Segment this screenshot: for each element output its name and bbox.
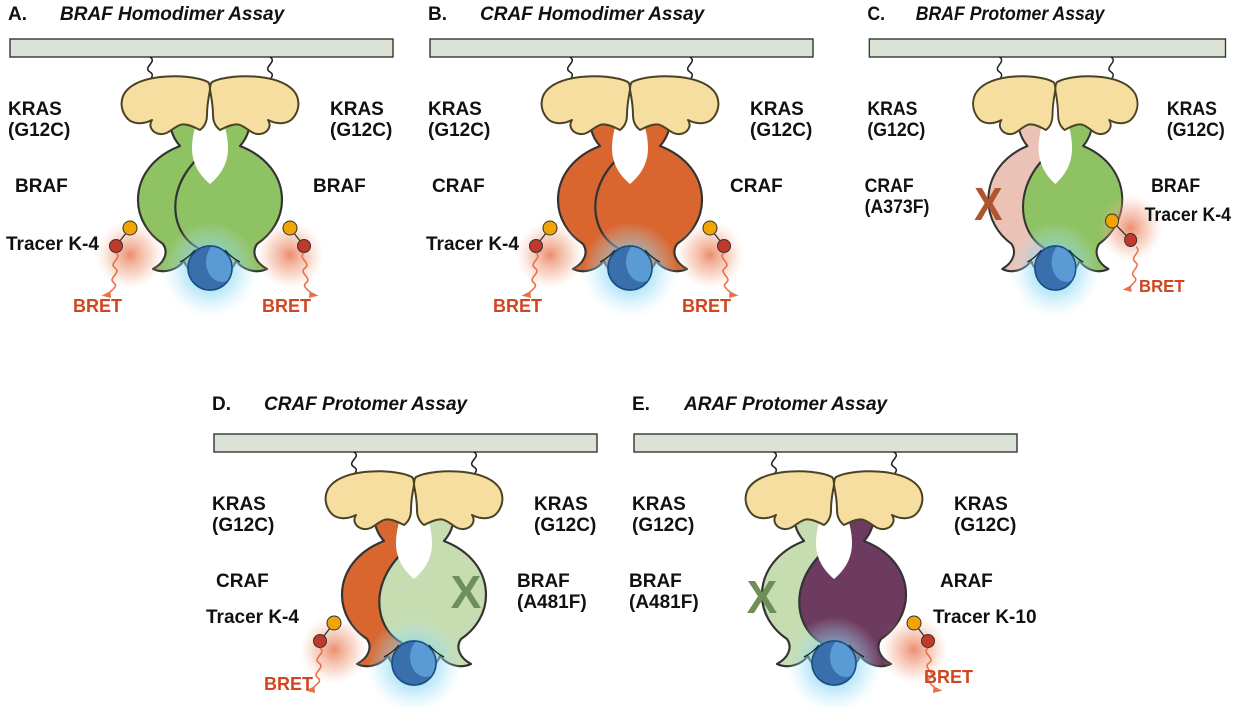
svg-text:BRET: BRET <box>682 296 731 316</box>
svg-text:BRET: BRET <box>264 674 313 694</box>
svg-text:KRAS: KRAS <box>330 99 384 120</box>
svg-text:C.: C. <box>867 2 885 24</box>
svg-text:KRAS: KRAS <box>954 494 1008 515</box>
svg-text:(G12C): (G12C) <box>867 118 925 140</box>
svg-text:CRAF Protomer Assay: CRAF Protomer Assay <box>264 394 469 415</box>
svg-text:A.: A. <box>8 4 27 25</box>
svg-text:BRAF: BRAF <box>517 571 570 592</box>
svg-text:X: X <box>747 571 778 623</box>
svg-text:(G12C): (G12C) <box>954 515 1016 536</box>
svg-text:Tracer K-4: Tracer K-4 <box>6 234 99 255</box>
svg-text:CRAF Homodimer Assay: CRAF Homodimer Assay <box>480 4 706 25</box>
svg-text:X: X <box>451 566 482 618</box>
svg-text:KRAS: KRAS <box>428 99 482 120</box>
svg-text:(G12C): (G12C) <box>330 120 392 141</box>
svg-text:D.: D. <box>212 394 231 415</box>
svg-text:KRAS: KRAS <box>632 494 686 515</box>
svg-text:BRET: BRET <box>73 296 122 316</box>
svg-text:BRET: BRET <box>1139 275 1185 296</box>
svg-text:X: X <box>974 180 1003 231</box>
svg-text:ARAF Protomer Assay: ARAF Protomer Assay <box>683 394 889 415</box>
svg-text:CRAF: CRAF <box>432 176 485 197</box>
svg-text:E.: E. <box>632 394 650 415</box>
svg-text:BRAF: BRAF <box>629 571 682 592</box>
svg-text:(A481F): (A481F) <box>629 592 699 613</box>
svg-text:CRAF: CRAF <box>865 174 914 196</box>
svg-text:(G12C): (G12C) <box>212 515 274 536</box>
svg-text:(G12C): (G12C) <box>632 515 694 536</box>
svg-text:BRET: BRET <box>262 296 311 316</box>
svg-text:(G12C): (G12C) <box>1167 118 1225 140</box>
svg-text:Tracer K-10: Tracer K-10 <box>933 607 1037 628</box>
svg-text:CRAF: CRAF <box>730 176 783 197</box>
svg-text:(G12C): (G12C) <box>8 120 70 141</box>
svg-text:BRAF: BRAF <box>15 176 68 197</box>
svg-text:KRAS: KRAS <box>8 99 62 120</box>
svg-text:KRAS: KRAS <box>750 99 804 120</box>
svg-text:Tracer K-4: Tracer K-4 <box>1145 203 1232 225</box>
svg-text:(A373F): (A373F) <box>865 195 930 217</box>
svg-text:BRAF Protomer Assay: BRAF Protomer Assay <box>916 2 1105 24</box>
svg-text:KRAS: KRAS <box>212 494 266 515</box>
svg-text:Tracer K-4: Tracer K-4 <box>426 234 519 255</box>
svg-text:BRAF: BRAF <box>313 176 366 197</box>
svg-text:BRAF: BRAF <box>1151 174 1200 196</box>
svg-text:(G12C): (G12C) <box>428 120 490 141</box>
svg-text:B.: B. <box>428 4 447 25</box>
svg-text:BRAF Homodimer Assay: BRAF Homodimer Assay <box>60 4 286 25</box>
svg-text:CRAF: CRAF <box>216 571 269 592</box>
svg-text:KRAS: KRAS <box>867 97 917 119</box>
svg-text:(A481F): (A481F) <box>517 592 587 613</box>
svg-text:KRAS: KRAS <box>534 494 588 515</box>
svg-text:ARAF: ARAF <box>940 571 993 592</box>
svg-text:KRAS: KRAS <box>1167 97 1217 119</box>
svg-text:BRET: BRET <box>924 667 973 687</box>
svg-text:Tracer K-4: Tracer K-4 <box>206 607 299 628</box>
svg-text:(G12C): (G12C) <box>750 120 812 141</box>
svg-text:BRET: BRET <box>493 296 542 316</box>
svg-text:(G12C): (G12C) <box>534 515 596 536</box>
